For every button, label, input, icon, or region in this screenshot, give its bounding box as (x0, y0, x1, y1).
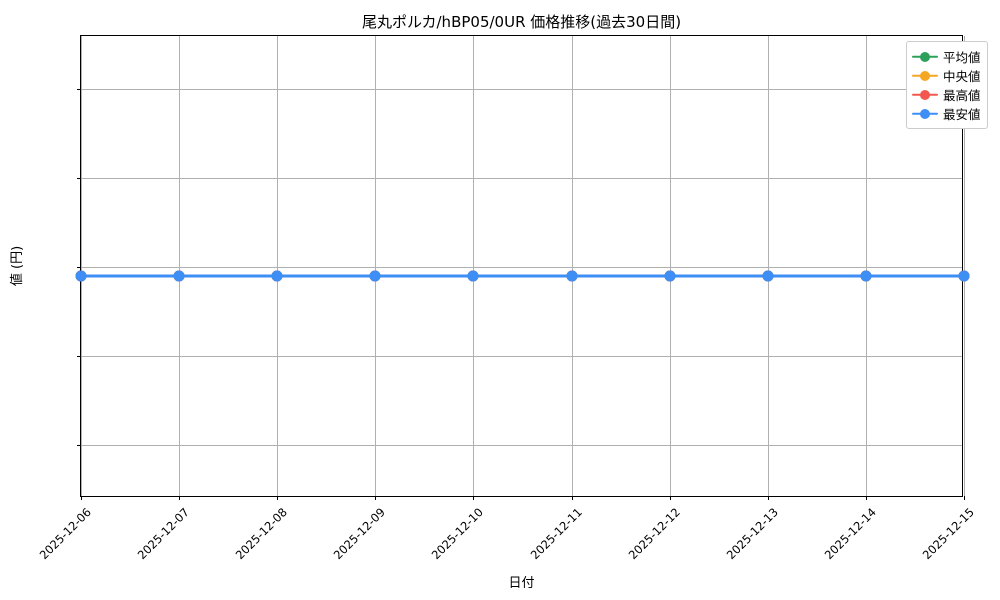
gridline-horizontal (81, 444, 962, 446)
x-tick-mark (669, 496, 671, 500)
series-line-segment (473, 274, 572, 278)
x-tick-label: 2025-12-11 (527, 505, 585, 563)
gridline-horizontal (81, 355, 962, 357)
chart-legend: 平均値中央値最高値最安値 (906, 41, 988, 129)
series-data-point (369, 270, 381, 282)
x-tick-mark (81, 496, 82, 500)
y-tick-mark (77, 444, 81, 446)
gridline-vertical (964, 36, 965, 496)
y-axis-title: 値 (円) (10, 245, 25, 287)
legend-item-label: 最高値 (943, 88, 981, 103)
legend-item: 中央値 (912, 66, 981, 85)
gridline-vertical (375, 36, 377, 496)
series-data-point (173, 270, 185, 282)
x-tick-label: 2025-12-07 (134, 505, 193, 563)
x-tick-mark (964, 496, 965, 500)
x-tick-mark (767, 496, 769, 500)
gridline-vertical (277, 36, 279, 496)
gridline-vertical (571, 36, 573, 496)
legend-marker-icon (920, 108, 930, 119)
gridline-horizontal (81, 178, 962, 180)
x-tick-label: 2025-12-10 (429, 505, 487, 563)
legend-color-swatch (912, 89, 938, 101)
x-tick-label: 2025-12-08 (232, 505, 291, 563)
series-data-point (860, 270, 872, 282)
legend-marker-icon (920, 70, 930, 81)
series-line-segment (375, 274, 474, 278)
legend-color-swatch (912, 51, 938, 63)
legend-marker-icon (920, 51, 930, 62)
legend-item: 最高値 (912, 85, 981, 104)
x-axis-title: 日付 (508, 576, 535, 591)
x-tick-label: 2025-12-13 (723, 505, 781, 563)
gridline-vertical (179, 36, 181, 496)
series-data-point (664, 270, 676, 282)
series-line-segment (669, 274, 768, 278)
x-tick-label: 2025-12-09 (331, 505, 389, 563)
gridline-vertical (767, 36, 769, 496)
chart-title: 尾丸ポルカ/hBP05/0UR 価格推移(過去30日間) (361, 13, 682, 31)
x-tick-mark (473, 496, 475, 500)
legend-color-swatch (912, 108, 938, 120)
series-line-segment (767, 274, 866, 278)
legend-color-swatch (912, 70, 938, 82)
series-line-segment (277, 274, 376, 278)
series-line-segment (179, 274, 278, 278)
series-line-segment (865, 274, 964, 278)
x-tick-label: 2025-12-14 (821, 505, 879, 563)
legend-item-label: 最安値 (943, 107, 981, 122)
x-tick-mark (375, 496, 377, 500)
legend-item: 最安値 (912, 104, 981, 123)
x-tick-mark (571, 496, 573, 500)
plot-area (75, 35, 970, 500)
series-data-point (271, 270, 283, 282)
gridline-horizontal (81, 89, 962, 91)
series-data-point (75, 270, 87, 282)
gridline-vertical (865, 36, 867, 496)
x-tick-mark (865, 496, 867, 500)
gridline-vertical (669, 36, 671, 496)
y-tick-mark (77, 267, 81, 268)
legend-item-label: 中央値 (943, 69, 981, 84)
y-tick-mark (77, 355, 81, 357)
series-line-segment (571, 274, 670, 278)
series-data-point (467, 270, 479, 282)
series-data-point (566, 270, 578, 282)
series-data-point (958, 270, 970, 282)
x-tick-label: 2025-12-06 (36, 505, 94, 563)
x-tick-label: 2025-12-15 (919, 505, 977, 563)
y-tick-mark (77, 178, 81, 180)
series-data-point (762, 270, 774, 282)
gridline-vertical (81, 36, 82, 496)
gridline-horizontal (81, 267, 962, 268)
legend-item: 平均値 (912, 47, 981, 66)
y-tick-mark (77, 89, 81, 91)
legend-item-label: 平均値 (943, 50, 981, 65)
x-tick-mark (277, 496, 279, 500)
gridline-vertical (473, 36, 475, 496)
legend-marker-icon (920, 89, 930, 100)
x-tick-label: 2025-12-12 (625, 505, 683, 563)
series-line-segment (81, 274, 180, 278)
x-tick-mark (179, 496, 181, 500)
